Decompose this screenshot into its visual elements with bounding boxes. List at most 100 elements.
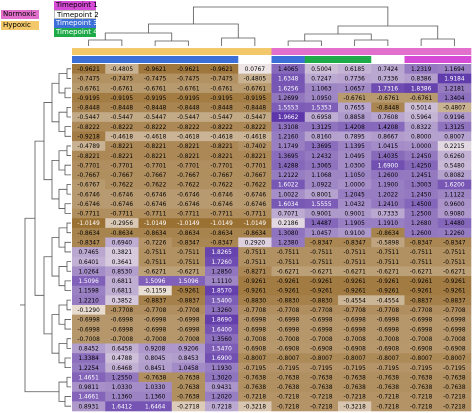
heatmap-cell	[304, 382, 339, 393]
column-condition-bar	[437, 48, 472, 55]
heatmap-cell	[138, 353, 173, 364]
cell-value-label: 0.8082	[444, 173, 465, 179]
heatmap-cell	[404, 189, 439, 200]
heatmap-cell	[437, 314, 472, 325]
cell-value-label: -0.7226	[144, 241, 167, 247]
column-timepoint-bar	[404, 56, 439, 63]
cell-value-label: -0.8347	[343, 241, 366, 247]
heatmap-cell	[304, 170, 339, 180]
heatmap-cell	[338, 324, 372, 335]
cell-value-label: 0.6940	[112, 241, 133, 247]
cell-value-label: -0.8347	[310, 241, 333, 247]
heatmap-cell	[238, 324, 272, 335]
cell-value-label: 0.9001	[344, 212, 365, 218]
heatmap-cell	[404, 141, 439, 152]
heatmap-cell	[304, 83, 339, 94]
cell-value-label: 1.2380	[278, 241, 299, 247]
cell-value-label: -0.6908	[310, 347, 333, 353]
cell-value-label: -0.7475	[210, 77, 233, 83]
heatmap-cell	[304, 92, 339, 103]
cell-value-label: -0.8221	[77, 154, 100, 160]
column-timepoint-bar	[138, 56, 173, 63]
heatmap-cell	[171, 401, 206, 412]
column-dendrogram-link	[287, 40, 322, 46]
row-dendrogram-link	[51, 237, 59, 277]
cell-value-label: 1.2432	[311, 154, 332, 160]
cell-value-label: 1.1122	[444, 192, 465, 198]
heatmap-cell	[371, 208, 405, 219]
heatmap-cell	[205, 362, 239, 373]
heatmap-cell	[205, 285, 239, 296]
column-condition-bar	[105, 48, 139, 55]
cell-value-label: -0.8221	[177, 154, 200, 160]
row-dendrogram-link	[66, 261, 71, 272]
cell-value-label: -0.7511	[343, 250, 366, 256]
heatmap-cell	[371, 382, 405, 393]
cell-value-label: -0.6998	[410, 318, 433, 324]
cell-value-label: 1.1050	[344, 173, 365, 179]
heatmap-cell	[72, 179, 106, 190]
cell-value-label: -0.7711	[244, 212, 267, 218]
heatmap-cell	[171, 160, 206, 171]
heatmap-cell	[304, 102, 339, 113]
heatmap-cell	[238, 314, 272, 325]
cell-value-label: -0.7638	[244, 385, 267, 391]
cell-value-label: 0.7736	[344, 77, 365, 83]
cell-value-label: 0.3821	[112, 250, 133, 256]
cell-value-label: 1.2210	[78, 298, 99, 304]
row-dendrogram-link	[66, 376, 71, 388]
cell-value-label: -0.7511	[310, 250, 333, 256]
heatmap-cell	[304, 256, 339, 267]
heatmap-cell	[171, 247, 206, 258]
cell-value-label: -0.6998	[343, 327, 366, 333]
cell-value-label: -0.7667	[210, 173, 233, 179]
cell-value-label: -0.6998	[177, 327, 200, 333]
cell-value-label: -0.6998	[377, 327, 400, 333]
cell-value-label: -0.4618	[111, 134, 134, 140]
cell-value-label: -0.7711	[77, 212, 100, 218]
cell-value-label: -0.6746	[111, 202, 134, 208]
heatmap-cell	[338, 353, 372, 364]
cell-value-label: -0.6746	[244, 202, 267, 208]
cell-value-label: 1.5096	[78, 279, 99, 285]
cell-value-label: -0.5447	[244, 115, 267, 121]
heatmap-cell	[404, 401, 439, 412]
heatmap-cell	[304, 208, 339, 219]
heatmap-cell	[371, 343, 405, 354]
cell-value-label: -0.7008	[144, 337, 167, 343]
cell-value-label: -0.9195	[111, 96, 134, 102]
heatmap-cell	[72, 304, 106, 315]
heatmap-cell	[238, 64, 272, 74]
cell-value-label: 0.7336	[378, 77, 399, 83]
heatmap-cell	[138, 64, 173, 74]
cell-value-label: -0.3218	[343, 404, 366, 410]
heatmap-cell	[371, 92, 405, 103]
heatmap-cell	[304, 227, 339, 238]
cell-value-label: -0.7511	[177, 260, 200, 266]
cell-value-label: -0.9195	[244, 96, 267, 102]
cell-value-label: -0.4618	[177, 134, 200, 140]
heatmap-cell	[205, 266, 239, 277]
cell-value-label: -0.7711	[177, 212, 200, 218]
heatmap-cell	[138, 102, 173, 113]
heatmap-cell	[404, 237, 439, 248]
heatmap-cell	[437, 256, 472, 267]
heatmap-cell	[271, 179, 306, 190]
cell-value-label: -0.8837	[177, 298, 200, 304]
cell-value-label: 1.0950	[311, 96, 332, 102]
cell-value-label: -0.7195	[244, 366, 267, 372]
cell-value-label: -0.7008	[443, 337, 466, 343]
heatmap-cell	[437, 237, 472, 248]
cell-value-label: -0.9621	[77, 67, 100, 73]
heatmap-cell	[271, 227, 306, 238]
cell-value-label: 0.8451	[145, 366, 166, 372]
column-dendrogram-link	[104, 32, 173, 41]
cell-value-label: 0.7655	[344, 106, 365, 112]
row-dendrogram-link	[64, 126, 71, 137]
cell-value-label: 1.2699	[278, 96, 299, 102]
cell-value-label: -0.8347	[410, 241, 433, 247]
heatmap-cell	[371, 276, 405, 286]
heatmap-cell	[205, 343, 239, 354]
cell-value-label: -0.6761	[343, 96, 366, 102]
cell-value-label: 0.4788	[112, 356, 133, 362]
